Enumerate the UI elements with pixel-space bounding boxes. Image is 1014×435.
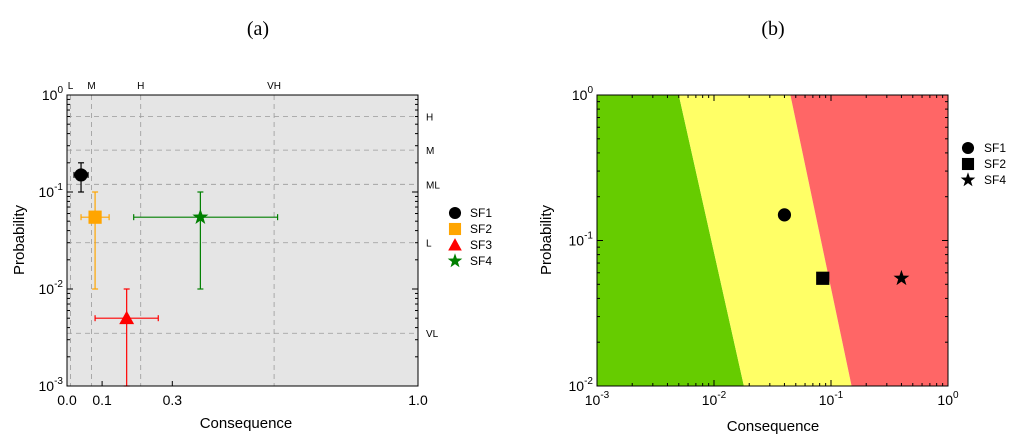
panel-b-point-sf1 — [777, 208, 792, 222]
x-tick-label: 100 — [937, 390, 959, 408]
legend-label-sf4: SF4 — [984, 173, 1006, 187]
legend-label-sf4: SF4 — [470, 254, 492, 268]
panel-a-point-sf2 — [80, 191, 110, 290]
right-category-label: H — [426, 113, 433, 124]
legend-marker-sf4 — [447, 253, 463, 268]
panel-b-y-axis-label: Probability — [538, 204, 555, 275]
legend-marker-sf2 — [961, 157, 975, 171]
legend-label-sf1: SF1 — [984, 141, 1006, 155]
panel-b-yellow-zone — [678, 95, 852, 386]
panel-a-background — [67, 95, 418, 386]
y-tick-label: 10-3 — [39, 376, 64, 394]
legend-marker-sf4 — [960, 172, 976, 187]
panel-a-grid — [67, 95, 418, 386]
panel-b-label: (b) — [761, 18, 784, 40]
y-tick-label: 10-1 — [39, 182, 64, 200]
x-tick-label: 0.3 — [163, 392, 183, 408]
y-tick-label: 10-1 — [569, 231, 594, 249]
panel-b-x-axis-label: Consequence — [727, 418, 820, 435]
y-tick-label: 10-2 — [569, 376, 594, 394]
panel-a-label: (a) — [247, 18, 269, 40]
panel-a-point-sf3 — [94, 288, 159, 387]
legend-marker-sf2 — [448, 222, 462, 236]
data-point-sf3 — [119, 310, 135, 325]
x-tick-label: 0.1 — [92, 392, 112, 408]
data-point-sf4 — [192, 208, 209, 224]
x-tick-label: 10-1 — [819, 390, 844, 408]
x-tick-label: 10-2 — [702, 390, 727, 408]
legend-marker-sf3 — [448, 238, 462, 251]
panel-a-frame — [66, 94, 419, 387]
top-category-label: L — [68, 81, 74, 92]
y-tick-label: 100 — [42, 85, 64, 103]
panel-b-point-sf4 — [893, 269, 910, 286]
right-category-label: L — [426, 239, 432, 250]
panel-b-legend: SF1 SF2 SF4 — [960, 141, 1006, 187]
legend-label-sf2: SF2 — [984, 157, 1006, 171]
y-tick-label: 10-2 — [39, 279, 64, 297]
right-category-label: M — [426, 146, 434, 157]
panel-b-red-zone — [790, 95, 948, 386]
panel-b-plot — [777, 208, 910, 286]
legend-marker-sf1 — [961, 141, 975, 155]
x-tick-label: 10-3 — [585, 390, 610, 408]
panel-a: (a) 0.0 0.1 0.3 1.0 100 10-1 10-2 10-3 L M H VH H M ML… — [11, 18, 492, 432]
x-tick-label: 0.0 — [57, 392, 77, 408]
data-point-sf1 — [74, 168, 88, 182]
panel-a-legend: SF1 SF2 SF3 SF4 — [447, 206, 492, 268]
right-category-label: ML — [426, 180, 440, 191]
panel-a-axes: 0.0 0.1 0.3 1.0 100 10-1 10-2 10-3 L M H VH H M ML L VL — [39, 81, 441, 408]
top-category-label: VH — [267, 81, 281, 92]
panel-b-risk-regions — [597, 95, 948, 386]
legend-label-sf2: SF2 — [470, 222, 492, 236]
legend-marker-sf1 — [448, 206, 462, 220]
panel-a-x-axis-label: Consequence — [200, 415, 293, 432]
x-tick-label: 1.0 — [408, 392, 428, 408]
panel-a-y-axis-label: Probability — [11, 204, 28, 275]
legend-label-sf1: SF1 — [470, 206, 492, 220]
right-category-label: VL — [426, 329, 439, 340]
data-point-sf2 — [88, 210, 102, 224]
panel-a-plot — [73, 162, 279, 387]
panel-b-point-sf2 — [816, 271, 830, 285]
top-category-label: M — [87, 81, 95, 92]
top-category-label: H — [137, 81, 144, 92]
panel-a-point-sf1 — [73, 162, 89, 193]
panel-b-green-zone — [597, 95, 744, 386]
legend-label-sf3: SF3 — [470, 238, 492, 252]
panel-a-point-sf4 — [133, 191, 279, 290]
y-tick-label: 100 — [572, 85, 594, 103]
